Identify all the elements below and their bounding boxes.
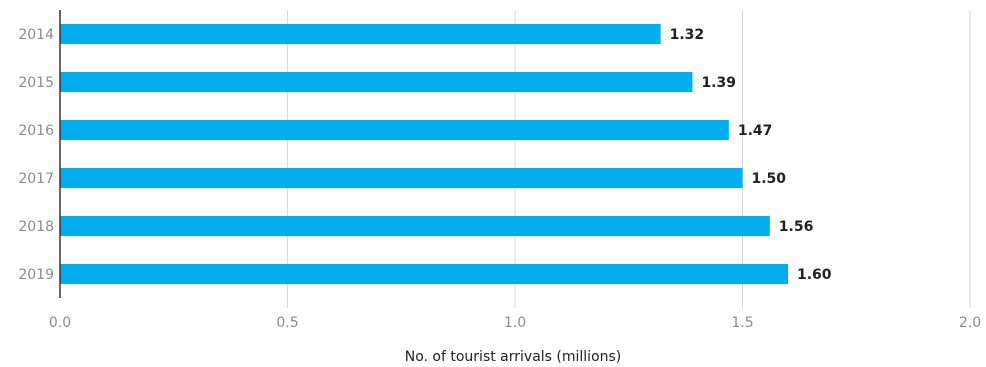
category-label: 2019 [18, 267, 54, 283]
x-tick-label: 0.5 [276, 315, 298, 331]
bar [60, 216, 770, 236]
bar [60, 24, 661, 44]
category-labels: 2014 2015 2016 2017 2018 2019 [18, 27, 54, 283]
bars [60, 24, 788, 284]
x-tick-label: 0.0 [49, 315, 71, 331]
x-tick-label: 1.0 [504, 315, 526, 331]
value-label: 1.60 [797, 267, 832, 283]
x-tick-label: 2.0 [959, 315, 981, 331]
category-label: 2017 [18, 171, 54, 187]
value-label: 1.50 [752, 171, 787, 187]
category-label: 2015 [18, 75, 54, 91]
bar [60, 120, 729, 140]
category-label: 2014 [18, 27, 54, 43]
x-tick-labels: 0.0 0.5 1.0 1.5 2.0 [49, 315, 981, 331]
bar [60, 168, 743, 188]
category-label: 2018 [18, 219, 54, 235]
bar [60, 72, 693, 92]
value-label: 1.47 [738, 123, 773, 139]
grid-lines [287, 10, 971, 308]
bar [60, 264, 788, 284]
value-label: 1.32 [670, 27, 705, 43]
value-label: 1.39 [701, 75, 736, 91]
x-tick-label: 1.5 [731, 315, 753, 331]
x-axis-title: No. of tourist arrivals (millions) [405, 349, 622, 365]
value-labels: 1.32 1.39 1.47 1.50 1.56 1.60 [670, 27, 832, 283]
value-label: 1.56 [779, 219, 814, 235]
category-label: 2016 [18, 123, 54, 139]
